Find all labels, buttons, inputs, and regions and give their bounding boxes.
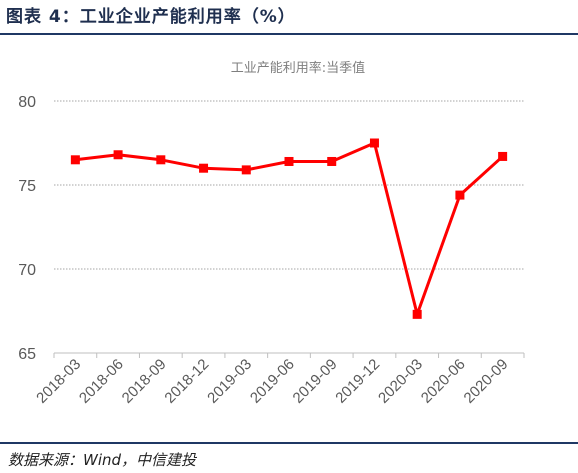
data-point [113, 150, 123, 160]
series-line [75, 141, 504, 316]
data-point [284, 156, 294, 166]
x-tick-label: 2020-03 [375, 356, 426, 407]
x-tick-label: 2019-12 [332, 356, 383, 407]
data-point [327, 156, 337, 166]
y-tick-label: 70 [18, 262, 36, 279]
x-tick-label: 2018-09 [119, 356, 170, 407]
data-point [498, 151, 508, 161]
y-tick-label: 80 [18, 94, 36, 111]
y-axis-ticks: 65 70 75 80 [18, 94, 36, 363]
x-tick-label: 2018-03 [33, 356, 84, 407]
x-tick-label: 2020-06 [418, 356, 469, 407]
x-tick-label: 2019-09 [290, 356, 341, 407]
data-point [369, 138, 379, 148]
data-point [455, 190, 465, 200]
axis-layer [53, 352, 525, 358]
data-point [241, 165, 251, 175]
data-point [199, 163, 209, 173]
y-tick-label: 65 [18, 346, 36, 363]
x-tick-label: 2019-06 [247, 356, 298, 407]
grid-layer [54, 100, 524, 270]
data-point [70, 155, 80, 165]
x-tick-label: 2020-09 [461, 356, 512, 407]
footer-rule [0, 442, 578, 444]
header-rule [0, 33, 578, 35]
series-layer [70, 138, 508, 319]
x-tick-label: 2018-12 [161, 356, 212, 407]
x-tick-label: 2019-03 [204, 356, 255, 407]
figure-title: 图表 4：工业企业产能利用率（%） [6, 7, 296, 27]
y-tick-label: 75 [18, 178, 36, 195]
chart-title: 工业产能利用率:当季值 [231, 60, 365, 76]
x-axis-ticks: 2018-032018-062018-092018-122019-032019-… [33, 356, 511, 407]
source-note: 数据来源：Wind，中信建投 [8, 451, 197, 469]
data-point [412, 309, 422, 319]
data-point [156, 155, 166, 165]
x-tick-label: 2018-06 [76, 356, 127, 407]
